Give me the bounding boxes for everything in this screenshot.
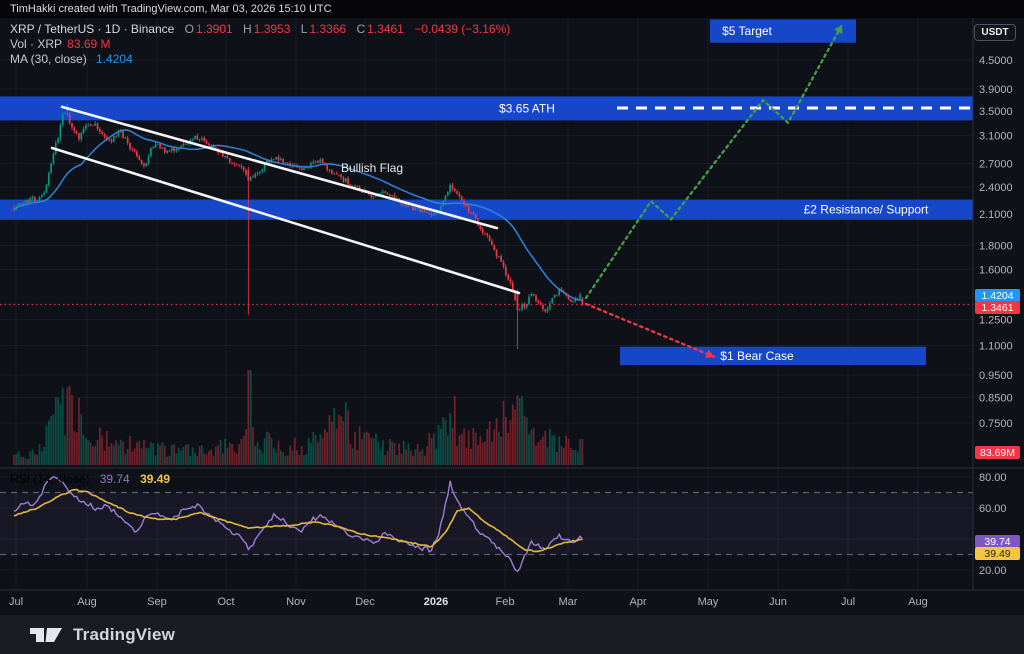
last-price-chip: 1.3461 [975,301,1020,314]
rsi-label: RSI (14, close) [10,472,90,486]
svg-text:Jun: Jun [769,596,787,608]
ma-legend-row[interactable]: MA (30, close) 1.4204 [10,52,510,66]
svg-text:Jul: Jul [9,596,23,608]
box--1-bear-case [620,346,926,366]
bull-projection [584,23,844,300]
low-value: 1.3366 [309,22,347,36]
candle-series [13,104,584,350]
band--3-65-ath [0,96,973,121]
trendline-upper [60,105,499,230]
open-value: 1.3901 [195,22,233,36]
svg-text:1.3461: 1.3461 [981,302,1013,314]
svg-text:$5 Target: $5 Target [722,24,772,38]
rsi-legend-row[interactable]: RSI (14, close) 39.74 39.49 [10,472,170,486]
svg-text:$3.65 ATH: $3.65 ATH [499,101,555,115]
bear-projection [584,302,716,359]
svg-text:60.00: 60.00 [979,503,1007,515]
close-value: 1.3461 [367,22,404,36]
attribution-text: TimHakki created with TradingView.com, M… [10,3,332,15]
svg-text:1.8000: 1.8000 [979,241,1013,253]
svg-text:3.1000: 3.1000 [979,131,1013,143]
currency-toggle-button[interactable]: USDT [974,24,1016,41]
svg-text:May: May [698,596,719,608]
change-value: −0.0439 (−3.16%) [414,22,511,36]
time-axis[interactable] [0,590,973,614]
time-axis-labels: Jul Aug Sep Oct Nov Dec 2026 Feb Mar Apr May Jun Jul… [9,596,928,608]
tradingview-logo[interactable] [28,623,64,647]
svg-text:1.2500: 1.2500 [979,315,1013,327]
svg-text:£2 Resistance/ Support: £2 Resistance/ Support [804,203,929,217]
svg-text:4.5000: 4.5000 [979,55,1013,67]
annotation-bands: $3.65 ATH £2 Resistance/ Support [0,96,973,220]
svg-text:0.8500: 0.8500 [979,393,1013,405]
svg-text:Aug: Aug [77,596,97,608]
svg-text:Feb: Feb [496,596,515,608]
svg-text:1.4204: 1.4204 [981,290,1013,302]
low-label: L [300,22,308,36]
svg-text:1.6000: 1.6000 [979,265,1013,277]
band--2-resistance-support [0,199,973,220]
svg-text:3.9000: 3.9000 [979,84,1013,96]
svg-text:2.1000: 2.1000 [979,209,1013,221]
rsi-ma-value: 39.49 [140,472,171,486]
svg-text:Sep: Sep [147,596,167,608]
symbol-title: XRP / TetherUS · 1D · Binance [10,22,175,36]
svg-text:Dec: Dec [355,596,375,608]
pane-resize-handle[interactable] [0,465,973,471]
svg-text:80.00: 80.00 [979,472,1007,484]
rsi-line [13,476,583,572]
rsi-value-chip: 39.74 [975,535,1020,548]
rsi-value: 39.74 [99,472,130,486]
svg-text:0.7500: 0.7500 [979,418,1013,430]
high-label: H [243,22,252,36]
svg-text:$1 Bear Case: $1 Bear Case [720,349,794,363]
volume-value-chip: 83.69M [975,446,1020,459]
ma-30-line [13,129,583,302]
ma-label: MA (30, close) [10,52,87,66]
high-value: 1.3953 [253,22,291,36]
price-chart-canvas[interactable]: $3.65 ATH £2 Resistance/ Support $5 Target… [0,18,1024,615]
box--5-target [710,19,856,43]
rsi-ma-value-chip: 39.49 [975,547,1020,560]
rsi-ma-line [13,488,583,553]
svg-text:2.4000: 2.4000 [979,182,1013,194]
price-axis-labels: 4.5000 3.9000 3.5000 3.1000 2.7000 2.4000 2.10… [979,55,1013,577]
svg-text:39.74: 39.74 [984,536,1010,548]
svg-text:Jul: Jul [841,596,855,608]
attribution-bar: TimHakki created with TradingView.com, M… [0,0,1024,18]
chart-text-label: Bullish Flag [341,161,403,175]
svg-text:Aug: Aug [908,596,928,608]
volume-label: Vol · XRP [10,37,62,51]
svg-text:Nov: Nov [286,596,306,608]
ma-value: 1.4204 [96,52,133,66]
svg-text:Oct: Oct [217,596,234,608]
footer-bar: TradingView [0,615,1024,654]
svg-text:2026: 2026 [424,596,448,608]
close-label: C [356,22,366,36]
trendline-lower [50,146,521,295]
rsi-pane [0,476,973,572]
tradingview-wordmark[interactable]: TradingView [73,624,176,644]
svg-text:20.00: 20.00 [979,565,1007,577]
svg-text:83.69M: 83.69M [980,447,1015,459]
svg-text:Apr: Apr [629,596,646,608]
svg-text:Mar: Mar [559,596,578,608]
volume-legend-row[interactable]: Vol · XRP 83.69 M [10,37,510,51]
open-label: O [184,22,194,36]
svg-text:2.7000: 2.7000 [979,159,1013,171]
svg-text:39.49: 39.49 [984,548,1010,560]
price-axis[interactable] [973,18,1024,590]
volume-bars [13,370,584,465]
ma-value-chip: 1.4204 [975,289,1020,302]
volume-value: 83.69 M [67,37,111,51]
svg-text:1.1000: 1.1000 [979,341,1013,353]
svg-text:3.5000: 3.5000 [979,106,1013,118]
svg-text:0.9500: 0.9500 [979,370,1013,382]
